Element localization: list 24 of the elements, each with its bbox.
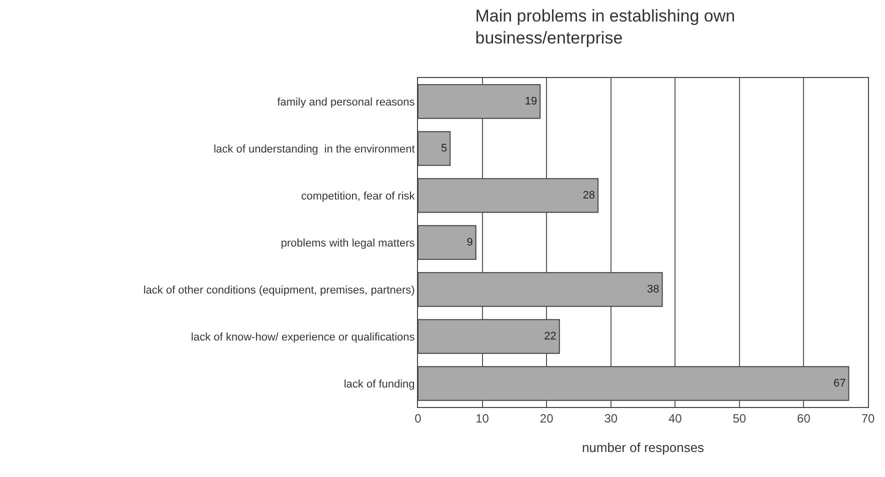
y-tick-label: lack of know-how/ experience or qualifications — [191, 331, 416, 344]
x-tick-label: 60 — [797, 411, 811, 426]
x-tick-label: 50 — [732, 411, 746, 426]
x-tick-label: 10 — [476, 411, 490, 426]
data-label: 9 — [466, 236, 473, 248]
y-tick-label: lack of other conditions (equipment, premises, partners) — [143, 284, 415, 296]
y-tick-label: problems with legal matters — [280, 237, 416, 250]
x-tick-label: 40 — [668, 411, 682, 426]
x-tick-label: 30 — [604, 411, 618, 426]
y-tick-label: lack of understanding in the environment — [214, 143, 415, 156]
y-tick-label: competition, fear of risk — [301, 190, 416, 202]
x-axis-title: number of responses — [582, 440, 705, 455]
data-label: 67 — [833, 378, 846, 390]
x-tick-label: 20 — [540, 411, 554, 426]
data-label: 28 — [582, 190, 595, 202]
chart-title: Main problems in establishing own business/enterprise — [475, 6, 736, 48]
data-label: 19 — [524, 96, 538, 108]
y-tick-label: lack of funding — [344, 378, 415, 390]
x-tick-label: 70 — [861, 411, 875, 426]
data-label: 38 — [647, 284, 660, 296]
x-tick-label: 0 — [414, 411, 422, 426]
data-label: 5 — [441, 142, 448, 154]
data-label: 22 — [544, 330, 556, 342]
y-tick-label: family and personal reasons — [277, 96, 416, 108]
